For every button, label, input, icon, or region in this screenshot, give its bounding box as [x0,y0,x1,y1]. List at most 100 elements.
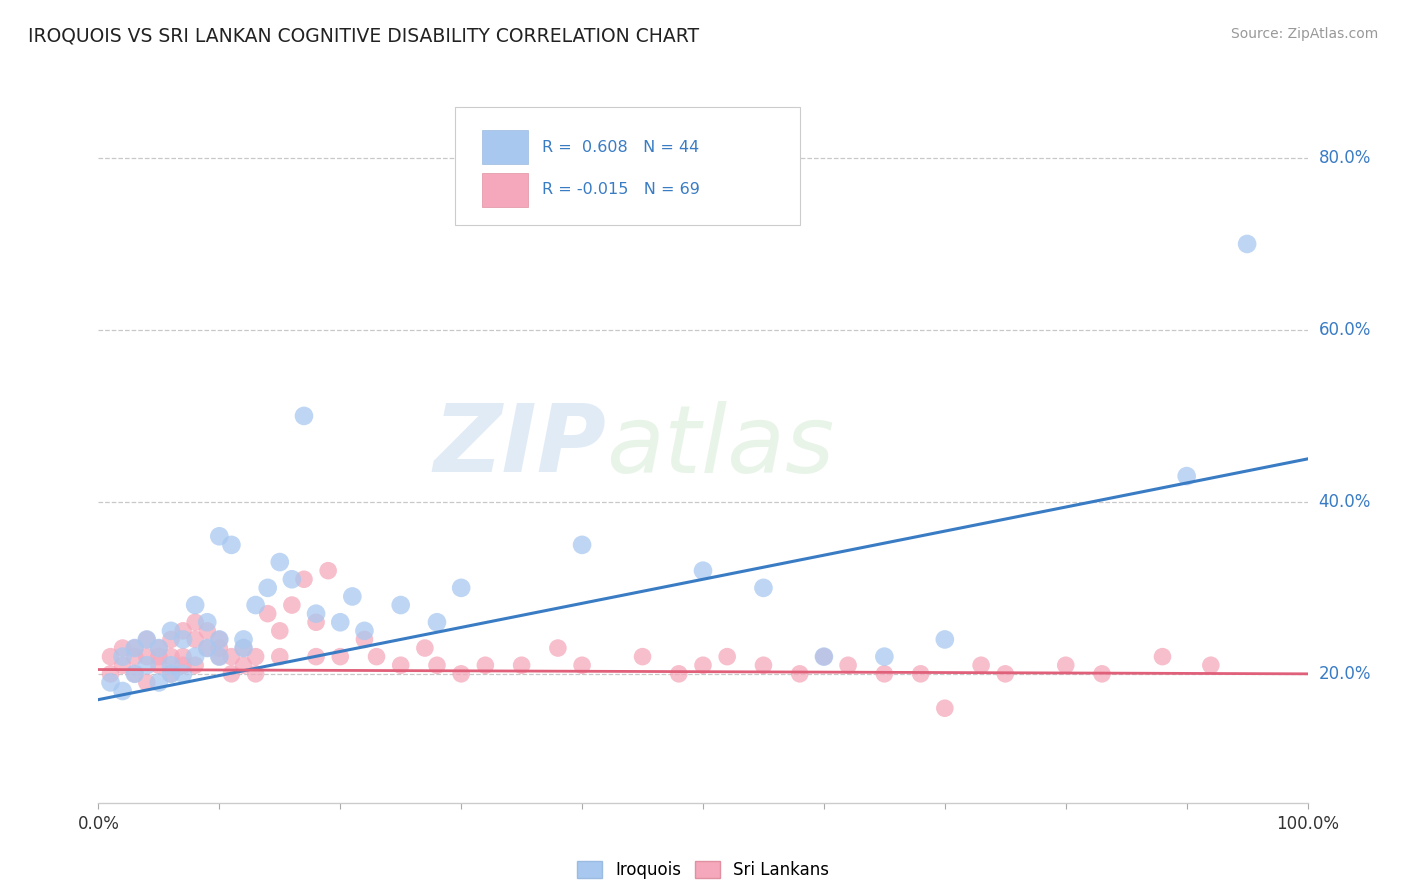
Point [571,658,593,673]
Point [752,581,775,595]
Point [172,632,194,647]
Point [547,641,569,656]
Point [970,658,993,673]
Point [184,649,207,664]
Point [160,658,183,673]
Point [789,666,811,681]
Point [208,649,231,664]
Point [135,632,157,647]
Point [172,658,194,673]
Point [305,607,328,621]
Point [232,641,254,656]
Point [172,666,194,681]
FancyBboxPatch shape [482,173,527,207]
Point [172,649,194,664]
Point [195,641,218,656]
Point [160,632,183,647]
Point [208,529,231,543]
Point [208,632,231,647]
Point [100,666,122,681]
Point [135,675,157,690]
Point [450,666,472,681]
Point [172,624,194,638]
Point [342,590,364,604]
Legend: Iroquois, Sri Lankans: Iroquois, Sri Lankans [568,853,838,888]
Point [510,658,533,673]
Point [245,666,267,681]
Point [1091,666,1114,681]
Point [184,615,207,630]
Point [208,632,231,647]
Point [426,615,449,630]
Point [281,598,304,612]
Point [124,649,146,664]
Point [413,641,436,656]
Point [305,615,328,630]
Point [353,632,375,647]
Point [208,649,231,664]
Text: IROQUOIS VS SRI LANKAN COGNITIVE DISABILITY CORRELATION CHART: IROQUOIS VS SRI LANKAN COGNITIVE DISABIL… [28,27,699,45]
Point [148,658,170,673]
Point [910,666,932,681]
Point [389,658,412,673]
Point [281,572,304,586]
Point [292,572,315,586]
Point [184,632,207,647]
Point [571,538,593,552]
Point [111,684,134,698]
Point [148,649,170,664]
Point [752,658,775,673]
Point [148,641,170,656]
Point [426,658,449,673]
Point [837,658,859,673]
Point [269,624,291,638]
Point [292,409,315,423]
Point [256,581,278,595]
Point [269,649,291,664]
Point [1175,469,1198,483]
Point [232,658,254,673]
Point [813,649,835,664]
Point [1236,236,1258,251]
Point [148,641,170,656]
Point [221,649,243,664]
Point [353,624,375,638]
Point [305,649,328,664]
Text: 40.0%: 40.0% [1319,493,1371,511]
Point [232,641,254,656]
Point [716,649,738,664]
Point [813,649,835,664]
Point [111,658,134,673]
Point [124,666,146,681]
Point [692,564,714,578]
Point [111,649,134,664]
Point [221,538,243,552]
Point [389,598,412,612]
Point [256,607,278,621]
Point [1199,658,1222,673]
Point [366,649,388,664]
Point [184,598,207,612]
Point [934,701,956,715]
Point [160,624,183,638]
Point [934,632,956,647]
Point [124,666,146,681]
Point [329,615,352,630]
Point [631,649,654,664]
Point [195,615,218,630]
Point [269,555,291,569]
Point [232,632,254,647]
Point [160,666,183,681]
Point [692,658,714,673]
Point [184,658,207,673]
Point [124,641,146,656]
Point [329,649,352,664]
Point [474,658,496,673]
Point [994,666,1017,681]
Point [111,641,134,656]
Point [135,658,157,673]
Text: 80.0%: 80.0% [1319,149,1371,167]
Point [135,632,157,647]
Point [208,641,231,656]
Text: ZIP: ZIP [433,400,606,492]
